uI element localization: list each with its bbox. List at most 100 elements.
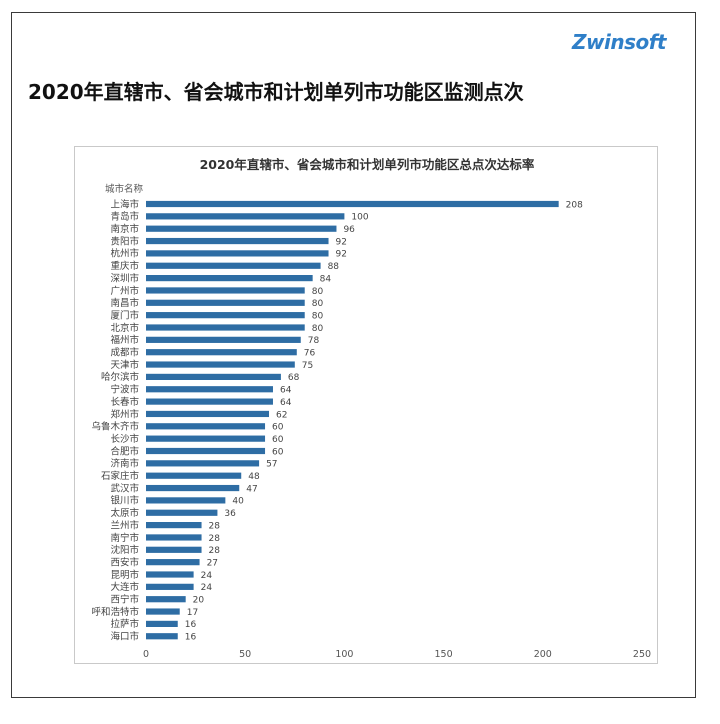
data-label: 80 (312, 299, 324, 309)
bar (146, 546, 202, 553)
bar (146, 522, 202, 529)
category-label: 长沙市 (110, 433, 139, 445)
bar (146, 386, 273, 393)
category-label: 海口市 (110, 631, 139, 643)
data-label: 48 (248, 472, 260, 482)
bar (146, 571, 194, 578)
category-label: 银川市 (110, 495, 139, 507)
category-label: 广州市 (110, 285, 139, 297)
bar (146, 250, 329, 257)
data-label: 64 (280, 386, 292, 396)
data-label: 92 (336, 250, 347, 260)
category-label: 贵阳市 (110, 235, 139, 247)
category-header: 城市名称 (105, 183, 144, 195)
bar (146, 534, 202, 541)
category-label: 太原市 (110, 507, 139, 519)
category-label: 长春市 (110, 396, 139, 408)
bar (146, 213, 345, 220)
data-label: 60 (272, 423, 284, 433)
category-label: 大连市 (110, 581, 139, 593)
category-label: 成都市 (110, 347, 139, 359)
bar (146, 262, 321, 269)
data-label: 24 (201, 583, 213, 593)
category-label: 天津市 (110, 359, 139, 371)
category-label: 重庆市 (110, 260, 139, 272)
data-label: 68 (288, 373, 300, 383)
x-tick-label: 0 (143, 649, 149, 660)
bar (146, 336, 301, 343)
bar (146, 484, 240, 492)
data-label: 20 (193, 596, 205, 606)
category-label: 宁波市 (110, 384, 139, 396)
category-label: 西安市 (110, 556, 139, 568)
bar (146, 299, 305, 306)
category-label: 乌鲁木齐市 (91, 421, 139, 433)
data-label: 36 (224, 509, 236, 519)
category-label: 兰州市 (110, 519, 139, 531)
bar (146, 275, 313, 282)
category-label: 拉萨市 (110, 618, 139, 630)
chart-container: 2020年直辖市、省会城市和计划单列市功能区总点次达标率 城市名称 上海市 208… (74, 146, 658, 664)
data-label: 80 (312, 324, 324, 334)
bar (146, 633, 178, 640)
category-label: 昆明市 (110, 569, 139, 581)
category-label: 深圳市 (110, 272, 139, 284)
bar (146, 200, 559, 208)
data-label: 96 (343, 225, 355, 235)
x-tick-label: 200 (534, 649, 552, 660)
category-label: 南宁市 (110, 532, 139, 544)
bar (146, 237, 329, 245)
bar (146, 472, 242, 479)
category-label: 南京市 (110, 223, 139, 235)
category-label: 济南市 (110, 458, 139, 470)
data-label: 16 (185, 620, 197, 630)
data-label: 16 (185, 633, 197, 643)
bar (146, 447, 266, 455)
category-label: 石家庄市 (101, 470, 140, 482)
category-label: 福州市 (110, 334, 139, 346)
data-label: 80 (312, 287, 324, 297)
bar (146, 312, 305, 319)
bar (146, 608, 180, 615)
x-tick-label: 150 (435, 649, 453, 660)
data-label: 80 (312, 311, 324, 321)
data-label: 28 (209, 521, 221, 531)
bar (146, 497, 226, 504)
category-label: 北京市 (110, 322, 139, 334)
bar (146, 398, 273, 405)
bar-chart: 2020年直辖市、省会城市和计划单列市功能区总点次达标率 城市名称 上海市 208… (91, 157, 651, 660)
data-label: 28 (209, 534, 221, 544)
bar (146, 583, 194, 590)
category-label: 沈阳市 (110, 544, 139, 556)
bar (146, 435, 266, 442)
data-label: 84 (320, 274, 332, 284)
logo-text: Zwinsoft (572, 30, 666, 54)
category-label: 上海市 (110, 198, 139, 210)
x-tick-label: 250 (633, 649, 651, 660)
category-label: 哈尔滨市 (101, 371, 140, 383)
data-label: 47 (246, 484, 257, 494)
category-label: 杭州市 (110, 248, 139, 260)
category-label: 郑州市 (110, 408, 139, 420)
x-tick-label: 50 (239, 649, 251, 660)
category-label: 合肥市 (110, 445, 139, 457)
bar (146, 373, 281, 380)
category-label: 西宁市 (110, 594, 139, 606)
bar (146, 225, 337, 232)
data-label: 17 (187, 608, 198, 618)
category-label: 呼和浩特市 (91, 606, 139, 618)
bar (146, 596, 186, 603)
x-tick-label: 100 (335, 649, 353, 660)
data-label: 57 (266, 460, 277, 470)
data-label: 100 (351, 213, 368, 223)
data-label: 60 (272, 435, 284, 445)
data-label: 62 (276, 410, 287, 420)
data-label: 28 (209, 546, 221, 556)
bar (146, 287, 305, 294)
data-label: 75 (302, 361, 313, 371)
data-label: 40 (232, 497, 244, 507)
bar (146, 361, 295, 368)
data-label: 64 (280, 398, 292, 408)
data-label: 76 (304, 349, 316, 359)
bar (146, 460, 260, 467)
